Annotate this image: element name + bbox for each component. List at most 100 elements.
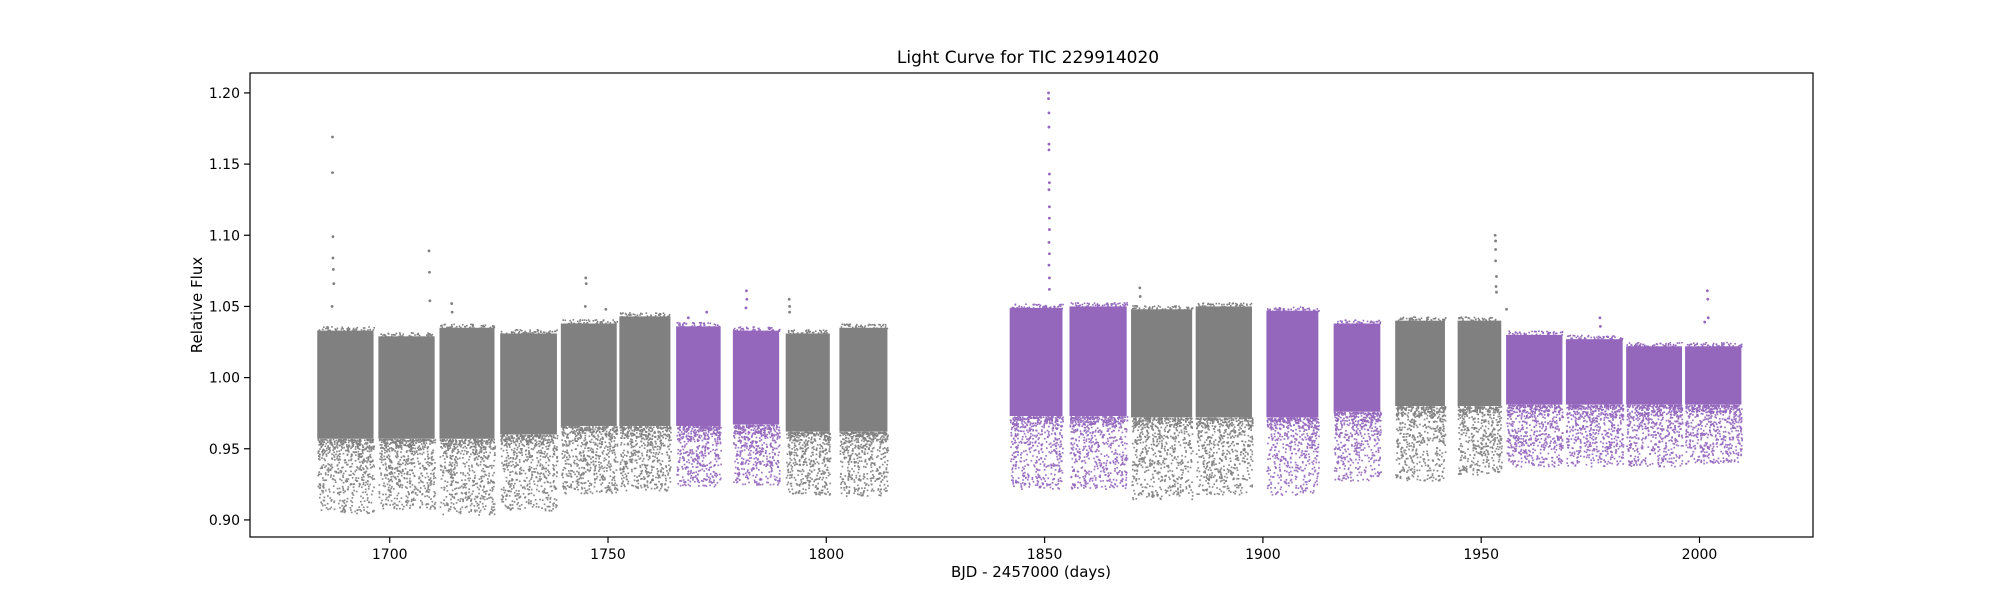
flux-point xyxy=(638,451,641,453)
flux-point xyxy=(451,493,454,496)
flux-point xyxy=(608,482,611,484)
flux-point xyxy=(738,432,741,434)
outlier-point xyxy=(686,316,690,320)
flux-point xyxy=(627,431,629,434)
flux-point xyxy=(472,442,474,445)
flux-point xyxy=(440,442,443,445)
flux-point xyxy=(519,508,521,510)
flux-point xyxy=(338,461,341,464)
flux-point xyxy=(647,434,650,437)
flux-point xyxy=(575,429,578,432)
flux-point xyxy=(395,451,398,454)
flux-point xyxy=(370,493,373,496)
flux-point xyxy=(482,470,485,473)
flux-point xyxy=(778,330,781,332)
flux-point xyxy=(552,481,555,484)
flux-point xyxy=(599,322,602,325)
flux-point xyxy=(622,465,625,468)
flux-point xyxy=(481,458,484,461)
flux-point xyxy=(404,463,407,466)
flux-point xyxy=(408,492,410,495)
flux-point xyxy=(502,489,505,491)
flux-point xyxy=(635,315,637,318)
flux-point xyxy=(528,492,531,495)
flux-point xyxy=(773,433,775,436)
flux-point xyxy=(421,501,423,504)
flux-point xyxy=(765,465,767,468)
flux-point xyxy=(352,472,355,475)
flux-point xyxy=(595,454,598,457)
flux-point xyxy=(431,451,433,454)
flux-point xyxy=(366,499,369,501)
flux-point xyxy=(489,451,492,454)
flux-point xyxy=(406,472,408,475)
flux-point xyxy=(778,473,781,475)
flux-point xyxy=(573,432,576,434)
flux-point xyxy=(719,478,721,481)
flux-point xyxy=(490,442,492,444)
flux-point xyxy=(524,330,526,333)
flux-point xyxy=(369,453,372,456)
flux-point xyxy=(687,459,690,461)
flux-point xyxy=(665,465,667,467)
flux-point xyxy=(645,437,648,440)
flux-point xyxy=(352,486,355,489)
flux-point xyxy=(739,453,742,456)
flux-point xyxy=(787,329,790,332)
flux-point xyxy=(549,332,552,335)
flux-point xyxy=(473,457,476,460)
outlier-point xyxy=(583,305,587,308)
flux-point xyxy=(584,444,587,447)
flux-point xyxy=(527,441,530,443)
flux-point xyxy=(479,446,482,448)
flux-point xyxy=(571,428,574,430)
flux-point xyxy=(704,452,706,455)
flux-point xyxy=(581,319,584,322)
flux-point xyxy=(501,441,504,444)
flux-point xyxy=(388,489,390,492)
flux-point xyxy=(455,472,458,474)
flux-point xyxy=(516,446,519,449)
flux-point xyxy=(606,448,609,451)
flux-point xyxy=(634,467,637,470)
flux-point xyxy=(486,498,489,500)
flux-point xyxy=(613,440,616,442)
outlier-point xyxy=(331,135,334,139)
flux-point xyxy=(537,330,539,332)
flux-point xyxy=(337,454,340,457)
flux-point xyxy=(443,438,445,441)
flux-point xyxy=(748,447,751,450)
flux-point xyxy=(421,475,424,477)
flux-point xyxy=(479,461,482,463)
flux-point xyxy=(446,447,449,449)
flux-point xyxy=(519,329,522,331)
flux-point xyxy=(412,444,415,447)
flux-point xyxy=(459,510,462,513)
flux-point xyxy=(447,469,450,471)
flux-point xyxy=(740,432,743,434)
flux-point xyxy=(564,463,567,465)
flux-point xyxy=(743,438,746,440)
flux-point xyxy=(395,456,398,459)
flux-point xyxy=(430,498,432,500)
flux-point xyxy=(542,491,545,494)
flux-point xyxy=(459,443,462,445)
flux-point xyxy=(623,449,625,452)
flux-point xyxy=(329,443,332,445)
flux-point xyxy=(763,429,765,432)
flux-point xyxy=(697,470,700,472)
flux-point xyxy=(754,440,757,443)
flux-point xyxy=(579,319,582,321)
flux-point xyxy=(470,510,472,513)
flux-point xyxy=(317,458,320,460)
flux-point xyxy=(390,460,393,462)
flux-point xyxy=(515,440,517,443)
flux-point xyxy=(516,440,519,443)
flux-point xyxy=(706,475,708,477)
flux-point xyxy=(734,447,737,449)
flux-point xyxy=(664,433,667,436)
flux-point xyxy=(457,499,460,501)
flux-point xyxy=(752,441,754,443)
flux-point xyxy=(510,488,513,490)
flux-point xyxy=(594,478,596,481)
